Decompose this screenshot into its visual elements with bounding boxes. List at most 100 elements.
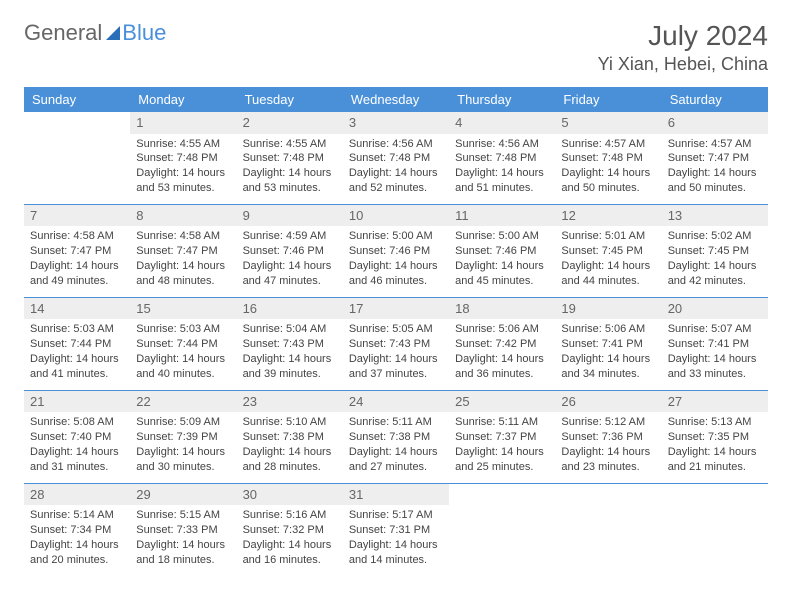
day-number: 19 <box>555 298 661 320</box>
weekday-header: Wednesday <box>343 87 449 112</box>
calendar-row: 14Sunrise: 5:03 AMSunset: 7:44 PMDayligh… <box>24 297 768 390</box>
daylight-text: Daylight: 14 hours and 28 minutes. <box>243 445 337 475</box>
sunset-text: Sunset: 7:46 PM <box>455 244 549 259</box>
day-number: 6 <box>662 112 768 134</box>
calendar-cell: 24Sunrise: 5:11 AMSunset: 7:38 PMDayligh… <box>343 390 449 483</box>
calendar-cell: 5Sunrise: 4:57 AMSunset: 7:48 PMDaylight… <box>555 112 661 204</box>
calendar-cell: 29Sunrise: 5:15 AMSunset: 7:33 PMDayligh… <box>130 483 236 575</box>
daylight-text: Daylight: 14 hours and 44 minutes. <box>561 259 655 289</box>
sunset-text: Sunset: 7:47 PM <box>668 151 762 166</box>
sunset-text: Sunset: 7:48 PM <box>243 151 337 166</box>
calendar-row: 28Sunrise: 5:14 AMSunset: 7:34 PMDayligh… <box>24 483 768 575</box>
daylight-text: Daylight: 14 hours and 49 minutes. <box>30 259 124 289</box>
daylight-text: Daylight: 14 hours and 20 minutes. <box>30 538 124 568</box>
sunset-text: Sunset: 7:37 PM <box>455 430 549 445</box>
day-number: 20 <box>662 298 768 320</box>
calendar-cell: 10Sunrise: 5:00 AMSunset: 7:46 PMDayligh… <box>343 204 449 297</box>
sunrise-text: Sunrise: 5:09 AM <box>136 415 230 430</box>
day-number: 22 <box>130 391 236 413</box>
day-number: 13 <box>662 205 768 227</box>
sunset-text: Sunset: 7:48 PM <box>349 151 443 166</box>
sunrise-text: Sunrise: 5:00 AM <box>349 229 443 244</box>
calendar-row: 21Sunrise: 5:08 AMSunset: 7:40 PMDayligh… <box>24 390 768 483</box>
sunrise-text: Sunrise: 5:14 AM <box>30 508 124 523</box>
sunset-text: Sunset: 7:32 PM <box>243 523 337 538</box>
sunrise-text: Sunrise: 5:11 AM <box>349 415 443 430</box>
sunset-text: Sunset: 7:42 PM <box>455 337 549 352</box>
calendar-cell: 21Sunrise: 5:08 AMSunset: 7:40 PMDayligh… <box>24 390 130 483</box>
sunrise-text: Sunrise: 4:57 AM <box>561 137 655 152</box>
sunrise-text: Sunrise: 5:05 AM <box>349 322 443 337</box>
day-number: 9 <box>237 205 343 227</box>
calendar-cell: 14Sunrise: 5:03 AMSunset: 7:44 PMDayligh… <box>24 297 130 390</box>
calendar-cell: 17Sunrise: 5:05 AMSunset: 7:43 PMDayligh… <box>343 297 449 390</box>
day-number: 7 <box>24 205 130 227</box>
day-number: 4 <box>449 112 555 134</box>
sunset-text: Sunset: 7:41 PM <box>561 337 655 352</box>
sunrise-text: Sunrise: 4:59 AM <box>243 229 337 244</box>
daylight-text: Daylight: 14 hours and 47 minutes. <box>243 259 337 289</box>
daylight-text: Daylight: 14 hours and 53 minutes. <box>136 166 230 196</box>
daylight-text: Daylight: 14 hours and 39 minutes. <box>243 352 337 382</box>
sunset-text: Sunset: 7:47 PM <box>30 244 124 259</box>
day-number: 8 <box>130 205 236 227</box>
daylight-text: Daylight: 14 hours and 41 minutes. <box>30 352 124 382</box>
sunset-text: Sunset: 7:36 PM <box>561 430 655 445</box>
sunrise-text: Sunrise: 5:10 AM <box>243 415 337 430</box>
sunrise-text: Sunrise: 5:00 AM <box>455 229 549 244</box>
sunrise-text: Sunrise: 5:03 AM <box>136 322 230 337</box>
day-number: 12 <box>555 205 661 227</box>
calendar-cell: 18Sunrise: 5:06 AMSunset: 7:42 PMDayligh… <box>449 297 555 390</box>
weekday-row: Sunday Monday Tuesday Wednesday Thursday… <box>24 87 768 112</box>
calendar-cell: 1 Sunrise: 4:55 AMSunset: 7:48 PMDaylight… <box>130 112 236 204</box>
sunset-text: Sunset: 7:43 PM <box>349 337 443 352</box>
sunrise-text: Sunrise: 5:17 AM <box>349 508 443 523</box>
calendar-cell: 11Sunrise: 5:00 AMSunset: 7:46 PMDayligh… <box>449 204 555 297</box>
sunset-text: Sunset: 7:31 PM <box>349 523 443 538</box>
day-number: 16 <box>237 298 343 320</box>
calendar-cell: 25Sunrise: 5:11 AMSunset: 7:37 PMDayligh… <box>449 390 555 483</box>
sunset-text: Sunset: 7:45 PM <box>561 244 655 259</box>
calendar-cell: 12Sunrise: 5:01 AMSunset: 7:45 PMDayligh… <box>555 204 661 297</box>
weekday-header: Tuesday <box>237 87 343 112</box>
logo: General Blue <box>24 20 166 46</box>
sunrise-text: Sunrise: 5:15 AM <box>136 508 230 523</box>
logo-triangle-icon <box>106 26 120 40</box>
calendar-cell <box>24 112 130 204</box>
sunrise-text: Sunrise: 5:03 AM <box>30 322 124 337</box>
calendar-cell: 31Sunrise: 5:17 AMSunset: 7:31 PMDayligh… <box>343 483 449 575</box>
sunset-text: Sunset: 7:44 PM <box>136 337 230 352</box>
calendar-cell: 26Sunrise: 5:12 AMSunset: 7:36 PMDayligh… <box>555 390 661 483</box>
day-number: 3 <box>343 112 449 134</box>
sunset-text: Sunset: 7:45 PM <box>668 244 762 259</box>
logo-text-2: Blue <box>122 20 166 46</box>
sunset-text: Sunset: 7:47 PM <box>136 244 230 259</box>
day-number: 30 <box>237 484 343 506</box>
calendar-cell: 8Sunrise: 4:58 AMSunset: 7:47 PMDaylight… <box>130 204 236 297</box>
calendar-cell: 27Sunrise: 5:13 AMSunset: 7:35 PMDayligh… <box>662 390 768 483</box>
daylight-text: Daylight: 14 hours and 30 minutes. <box>136 445 230 475</box>
sunset-text: Sunset: 7:46 PM <box>349 244 443 259</box>
daylight-text: Daylight: 14 hours and 27 minutes. <box>349 445 443 475</box>
sunset-text: Sunset: 7:48 PM <box>136 151 230 166</box>
calendar-cell: 9Sunrise: 4:59 AMSunset: 7:46 PMDaylight… <box>237 204 343 297</box>
sunset-text: Sunset: 7:33 PM <box>136 523 230 538</box>
calendar-row: 1Sunrise: 4:55 AMSunset: 7:48 PMDaylight… <box>24 112 768 204</box>
sunrise-text: Sunrise: 5:16 AM <box>243 508 337 523</box>
calendar-cell <box>555 483 661 575</box>
sunrise-text: Sunrise: 4:55 AM <box>136 137 230 152</box>
sunrise-text: Sunrise: 5:04 AM <box>243 322 337 337</box>
day-number: 14 <box>24 298 130 320</box>
sunrise-text: Sunrise: 5:06 AM <box>455 322 549 337</box>
day-number: 26 <box>555 391 661 413</box>
daylight-text: Daylight: 14 hours and 40 minutes. <box>136 352 230 382</box>
sunrise-text: Sunrise: 5:11 AM <box>455 415 549 430</box>
day-number: 17 <box>343 298 449 320</box>
sunset-text: Sunset: 7:38 PM <box>243 430 337 445</box>
sunrise-text: Sunrise: 4:58 AM <box>136 229 230 244</box>
calendar-cell: 3Sunrise: 4:56 AMSunset: 7:48 PMDaylight… <box>343 112 449 204</box>
weekday-header: Monday <box>130 87 236 112</box>
day-number: 1 <box>130 112 236 134</box>
daylight-text: Daylight: 14 hours and 50 minutes. <box>561 166 655 196</box>
sunset-text: Sunset: 7:38 PM <box>349 430 443 445</box>
